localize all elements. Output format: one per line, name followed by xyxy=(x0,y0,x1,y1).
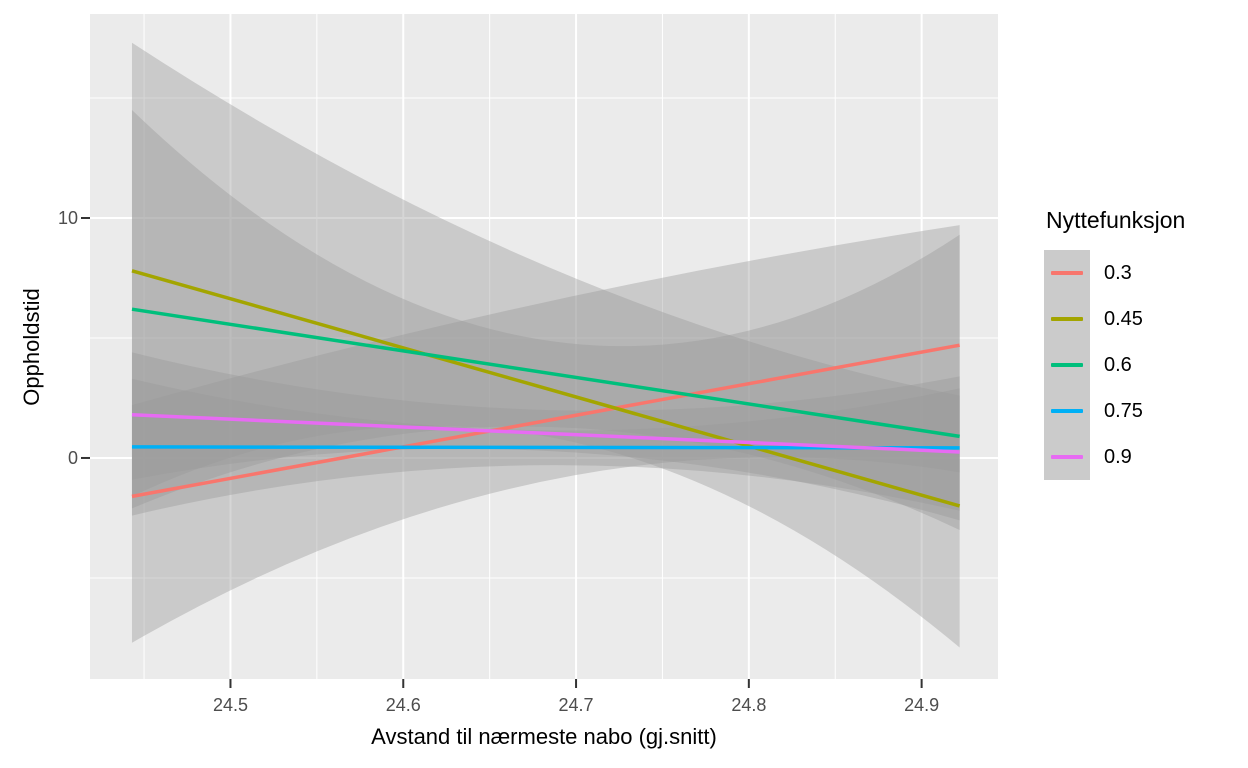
legend-key-line-icon xyxy=(1051,409,1083,413)
legend-entry-0.3: 0.3 xyxy=(1044,250,1185,296)
y-tick-label: 0 xyxy=(68,448,78,468)
legend-key-line-icon xyxy=(1051,455,1083,459)
legend-label: 0.6 xyxy=(1104,353,1132,376)
ribbon-0.9 xyxy=(131,352,960,521)
x-tick-label: 24.5 xyxy=(213,695,248,715)
y-tick-label: 10 xyxy=(58,208,78,228)
axis-ticks xyxy=(81,216,923,688)
legend-key-line-icon xyxy=(1051,317,1083,321)
x-tick-label: 24.8 xyxy=(731,695,766,715)
legend-entries: 0.3 0.45 0.6 0.75 0.9 xyxy=(1044,250,1185,480)
legend-title: Nyttefunksjon xyxy=(1046,207,1186,233)
legend-key-line-icon xyxy=(1051,271,1083,275)
legend-key-line-icon xyxy=(1051,363,1083,367)
x-tick-labels: 24.5 24.6 24.7 24.8 24.9 xyxy=(213,695,939,715)
legend: Nyttefunksjon 0.3 0.45 0.6 0.75 0.9 xyxy=(1044,206,1185,480)
legend-entry-0.6: 0.6 xyxy=(1044,342,1185,388)
legend-label: 0.45 xyxy=(1104,307,1143,330)
y-tick-labels: 0 10 xyxy=(58,208,78,468)
x-tick-label: 24.9 xyxy=(904,695,939,715)
x-tick-label: 24.6 xyxy=(386,695,421,715)
x-axis-title: Avstand til nærmeste nabo (gj.snitt) xyxy=(371,724,717,749)
gridlines-minor xyxy=(90,14,998,679)
series-line-0.75 xyxy=(131,445,960,450)
panel-background xyxy=(90,14,998,679)
legend-entry-0.45: 0.45 xyxy=(1044,296,1185,342)
legend-entry-0.75: 0.75 xyxy=(1044,388,1185,434)
x-tick-label: 24.7 xyxy=(559,695,594,715)
y-axis-title: Oppholdstid xyxy=(19,288,44,406)
series-line-0.9 xyxy=(131,413,960,454)
legend-key xyxy=(1044,342,1090,388)
legend-label: 0.75 xyxy=(1104,399,1143,422)
legend-key xyxy=(1044,250,1090,296)
legend-key xyxy=(1044,296,1090,342)
legend-key xyxy=(1044,388,1090,434)
series-line-0.3 xyxy=(131,343,960,499)
legend-entry-0.9: 0.9 xyxy=(1044,434,1185,480)
legend-label: 0.9 xyxy=(1104,445,1132,468)
series-lines xyxy=(131,269,961,508)
series-line-0.6 xyxy=(131,307,960,439)
series-line-0.45 xyxy=(131,269,961,508)
legend-key xyxy=(1044,434,1090,480)
ribbon-0.45 xyxy=(131,42,960,648)
legend-label: 0.3 xyxy=(1104,261,1132,284)
